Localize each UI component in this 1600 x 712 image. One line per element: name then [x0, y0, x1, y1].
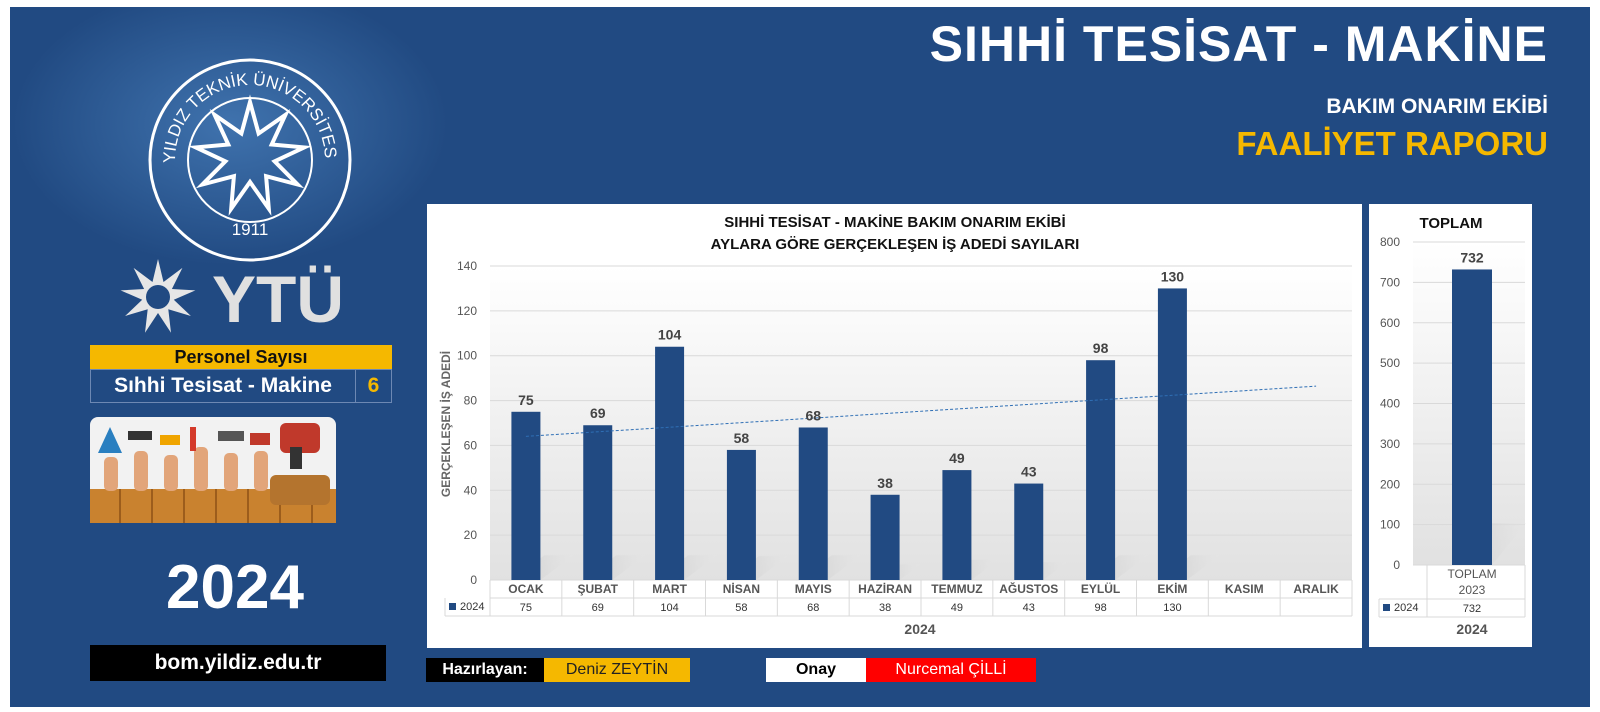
legend-series-name: 2024: [460, 601, 484, 613]
table-value: 69: [592, 602, 604, 614]
team-subtitle: BAKIM ONARIM EKİBİ: [1326, 95, 1548, 118]
y-tick-label: 400: [1380, 397, 1400, 411]
x-tick-label: OCAK: [508, 582, 544, 596]
staff-team-name: Sıhhi Tesisat - Makine: [91, 370, 356, 402]
y-tick-label: 700: [1380, 275, 1400, 289]
ytu-brand-logo: YTÜ: [120, 259, 344, 336]
x-axis-label: 2024: [904, 621, 935, 637]
bar-eylül: [1086, 360, 1116, 580]
table-value: 38: [879, 602, 891, 614]
legend-key: [1383, 604, 1390, 611]
y-tick-label: 120: [457, 304, 477, 318]
y-tick-label: 500: [1380, 356, 1400, 370]
bar-mayis: [798, 427, 828, 580]
y-tick-label: 800: [1380, 235, 1400, 249]
chart-subtitle: AYLARA GÖRE GERÇEKLEŞEN İŞ ADEDİ SAYILAR…: [711, 236, 1080, 253]
y-tick-label: 200: [1380, 477, 1400, 491]
bar-value-label: 58: [734, 430, 750, 446]
y-tick-label: 300: [1380, 437, 1400, 451]
x-tick-label: HAZİRAN: [858, 581, 912, 596]
total-x-axis-label: 2024: [1456, 621, 1487, 637]
approval-name: Nurcemal ÇİLLİ: [866, 658, 1036, 682]
bar-temmuz: [942, 470, 972, 580]
staff-count-row: Sıhhi Tesisat - Makine 6: [90, 369, 392, 403]
y-tick-label: 20: [464, 528, 478, 542]
trendline: [525, 385, 1317, 437]
bar-şubat: [583, 425, 613, 580]
x-tick-label: ARALIK: [1293, 582, 1339, 596]
y-tick-label: 60: [464, 438, 478, 452]
svg-text:1911: 1911: [232, 220, 269, 239]
x-tick-label: TOPLAM: [1447, 567, 1496, 581]
staff-count-heading: Personel Sayısı: [90, 345, 392, 369]
bar-value-label: 38: [877, 475, 893, 491]
university-seal-logo: YILDIZ TEKNİK ÜNİVERSİTESİ 1911: [145, 55, 352, 262]
bar-value-label: 68: [805, 407, 821, 423]
table-value: 68: [807, 602, 819, 614]
y-tick-label: 100: [457, 349, 477, 363]
x-tick-label: KASIM: [1225, 582, 1264, 596]
report-year: 2024: [166, 553, 304, 622]
table-value: 104: [660, 602, 678, 614]
bar-value-label: 98: [1093, 340, 1109, 356]
total-chart-panel: TOPLAM 2024 0 100 200 300 400 500 600 700 800 73…: [1369, 204, 1532, 647]
bar-total: [1452, 269, 1492, 565]
website-link[interactable]: bom.yildiz.edu.tr: [90, 645, 386, 681]
bar-ni̇san: [726, 449, 756, 580]
bar-value-label: 130: [1161, 268, 1185, 284]
x-tick-label: TEMMUZ: [931, 582, 982, 596]
table-value: 43: [1023, 602, 1035, 614]
x-tick-label: 2023: [1459, 583, 1486, 597]
bar-mart: [655, 346, 685, 580]
bar-eki̇m: [1157, 288, 1187, 580]
page-title: SIHHİ TESİSAT - MAKİNE: [929, 16, 1548, 72]
bar-value-label: 732: [1460, 249, 1484, 265]
bar-value-label: 104: [658, 327, 682, 343]
y-tick-label: 600: [1380, 316, 1400, 330]
x-tick-label: MAYIS: [795, 582, 832, 596]
y-tick-label: 0: [1393, 558, 1400, 572]
bar-ağustos: [1014, 483, 1044, 580]
bar-hazi̇ran: [870, 494, 900, 580]
tools-illustration: [90, 417, 336, 523]
table-value: 130: [1163, 602, 1181, 614]
y-tick-label: 140: [457, 259, 477, 273]
y-tick-label: 40: [464, 483, 478, 497]
x-tick-label: MART: [652, 582, 687, 596]
x-tick-label: ŞUBAT: [578, 582, 619, 596]
table-value: 58: [735, 602, 747, 614]
x-tick-label: EKİM: [1157, 581, 1187, 596]
prepared-by-name: Deniz ZEYTİN: [544, 658, 690, 682]
monthly-bar-chart: SIHHİ TESİSAT - MAKİNE BAKIM ONARIM EKİB…: [438, 214, 1353, 637]
y-tick-label: 80: [464, 394, 478, 408]
report-title: FAALİYET RAPORU: [1236, 125, 1548, 162]
total-chart-title: TOPLAM: [1419, 215, 1482, 232]
prepared-by-label: Hazırlayan:: [426, 658, 544, 682]
x-tick-label: NİSAN: [723, 581, 760, 596]
monthly-chart-panel: SIHHİ TESİSAT - MAKİNE BAKIM ONARIM EKİB…: [427, 204, 1362, 648]
bar-value-label: 49: [949, 450, 965, 466]
table-value: 75: [520, 602, 532, 614]
legend-key: [449, 603, 456, 610]
approval-label: Onay: [766, 658, 866, 682]
report-frame: SIHHİ TESİSAT - MAKİNE BAKIM ONARIM EKİB…: [10, 7, 1590, 707]
svg-text:YTÜ: YTÜ: [212, 262, 344, 336]
total-bar-chart: TOPLAM 2024 0 100 200 300 400 500 600 700 800 73…: [1378, 215, 1526, 637]
staff-count-value: 6: [367, 374, 380, 397]
legend-series-name: 2024: [1394, 602, 1418, 614]
y-axis-label: GERÇEKLEŞEN İŞ ADEDİ: [438, 351, 453, 497]
table-value: 49: [951, 602, 963, 614]
bar-value-label: 75: [518, 392, 534, 408]
y-tick-label: 100: [1380, 518, 1400, 532]
table-value: 732: [1463, 603, 1481, 615]
chart-title: SIHHİ TESİSAT - MAKİNE BAKIM ONARIM EKİB…: [724, 214, 1065, 231]
y-tick-label: 0: [470, 573, 477, 587]
table-value: 98: [1094, 602, 1106, 614]
bar-value-label: 69: [590, 405, 606, 421]
bar-value-label: 43: [1021, 464, 1037, 480]
bar-ocak: [511, 411, 541, 580]
x-tick-label: EYLÜL: [1081, 581, 1120, 596]
x-tick-label: AĞUSTOS: [999, 581, 1058, 596]
